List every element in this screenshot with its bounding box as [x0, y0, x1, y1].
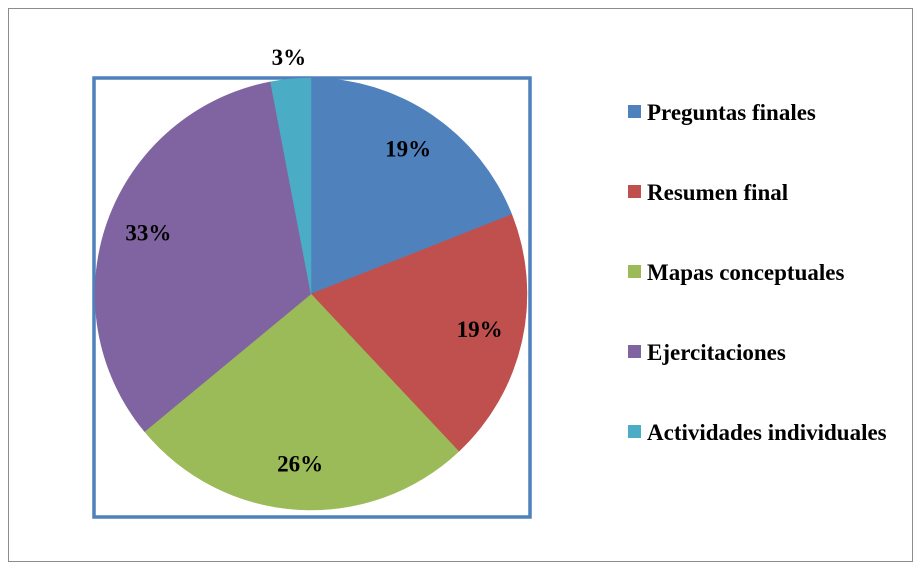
pie-slice — [310, 214, 528, 452]
legend-item: Preguntas finales — [628, 98, 908, 178]
data-label: 26% — [277, 452, 323, 477]
legend-item: Ejercitaciones — [628, 338, 908, 418]
pie-slice — [144, 293, 460, 511]
data-label: 19% — [457, 317, 503, 342]
legend-label: Actividades individuales — [647, 420, 887, 445]
legend-swatch — [628, 105, 641, 118]
legend-swatch — [628, 345, 641, 358]
legend: Preguntas finales Resumen final Mapas conc… — [628, 98, 908, 498]
data-label: 3% — [272, 45, 307, 70]
legend-label: Mapas conceptuales — [647, 260, 845, 285]
pie-slice — [270, 77, 312, 295]
legend-item: Resumen final — [628, 178, 908, 258]
data-label: 19% — [385, 136, 431, 161]
legend-swatch — [628, 265, 641, 278]
pie-slice — [310, 77, 513, 295]
legend-swatch — [628, 425, 641, 438]
legend-label: Ejercitaciones — [647, 340, 786, 365]
legend-label: Preguntas finales — [647, 100, 816, 125]
legend-item: Mapas conceptuales — [628, 258, 908, 338]
legend-label: Resumen final — [647, 180, 789, 205]
data-label: 33% — [125, 221, 171, 246]
legend-item: Actividades individuales — [628, 418, 908, 498]
pie-slice — [94, 81, 312, 433]
legend-swatch — [628, 185, 641, 198]
